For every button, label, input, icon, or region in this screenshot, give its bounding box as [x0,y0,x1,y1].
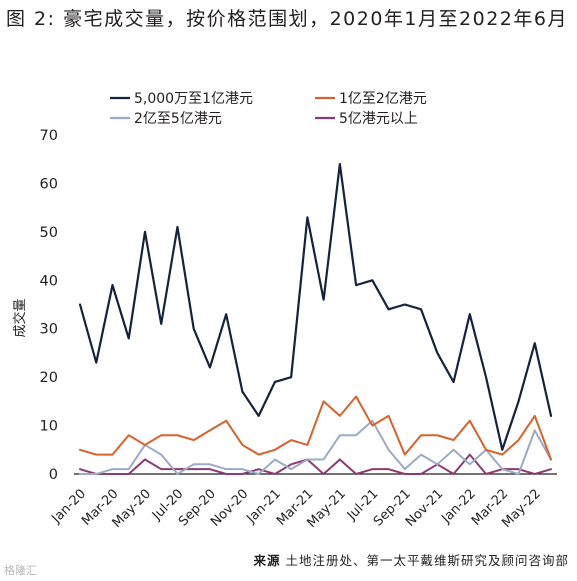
source-label: 来源 [253,553,281,568]
series-line-2 [79,395,552,461]
legend: 5,000万至1亿港元 1亿至2亿港元 2亿至5亿港元 5亿港元以上 [110,91,427,127]
y-axis-label: 成交量 [12,298,28,337]
chart-title: 图 2: 豪宅成交量，按价格范围划，2020年1月至2022年6月 [6,8,568,30]
y-tick-label: 30 [40,322,58,338]
series-line-1 [78,162,553,451]
series-line-3 [79,419,552,475]
source-text: 土地注册处、第一太平戴维斯研究及顾问咨询部 [285,553,569,568]
source-note: 来源 土地注册处、第一太平戴维斯研究及顾问咨询部 [253,550,569,569]
plot-area [78,162,553,475]
legend-label: 5,000万至1亿港元 [134,91,253,107]
y-tick-label: 0 [49,467,58,483]
legend-label: 5亿港元以上 [339,111,418,127]
y-tick-label: 40 [40,273,58,289]
legend-label: 1亿至2亿港元 [339,91,427,107]
y-tick-label: 20 [40,370,58,386]
y-tick-label: 60 [40,176,58,192]
series-line-4 [79,453,552,475]
y-tick-label: 10 [40,419,58,435]
watermark: 格隆汇 [4,564,37,577]
y-tick-label: 70 [40,128,58,144]
y-tick-label: 50 [40,225,58,241]
tick-labels: 010203040506070成交量Jan-20Mar-20May-20Jul-… [12,128,544,531]
legend-label: 2亿至5亿港元 [134,111,222,127]
